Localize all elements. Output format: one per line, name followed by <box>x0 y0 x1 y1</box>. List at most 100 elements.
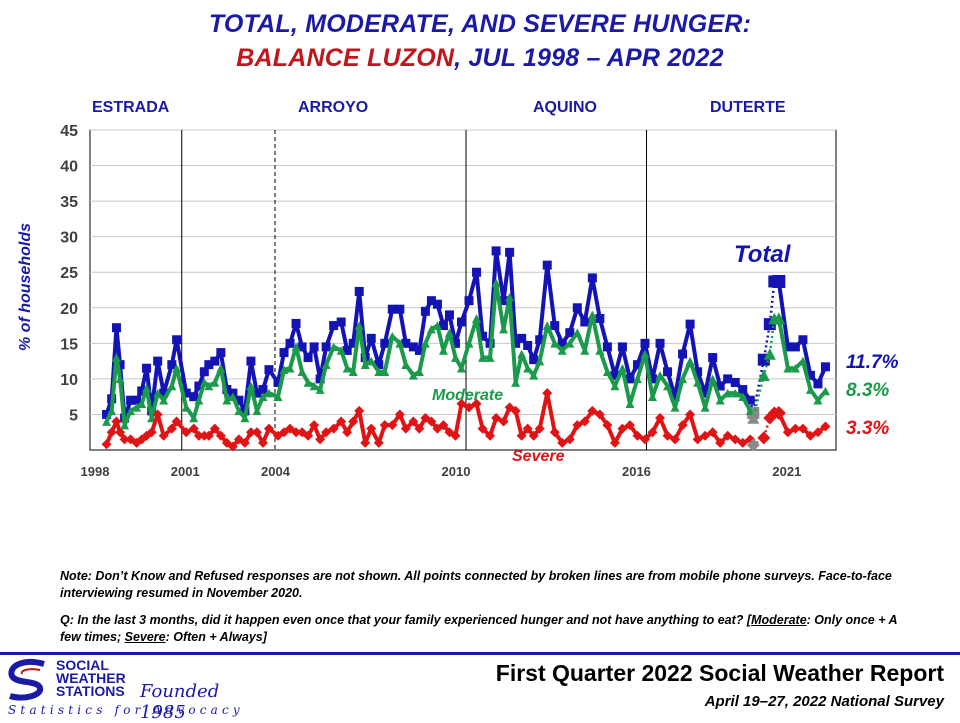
total-point <box>610 370 620 380</box>
total-point <box>321 342 331 352</box>
moderate-point <box>625 399 635 409</box>
total-point <box>426 296 436 306</box>
moderate-point <box>172 363 182 373</box>
moderate-point <box>107 406 117 416</box>
severe-recent-point <box>820 421 831 432</box>
moderate-point <box>640 349 650 359</box>
total-point <box>523 340 533 350</box>
severe-recent-point <box>805 430 816 441</box>
moderate-point <box>693 378 703 387</box>
severe-recent-point <box>771 406 786 421</box>
severe-point <box>528 430 539 441</box>
report-subtitle: April 19–27, 2022 National Survey <box>704 693 944 710</box>
total-point <box>557 338 567 348</box>
severe-point <box>366 423 377 434</box>
total-point <box>678 349 688 359</box>
severe-point <box>491 413 502 423</box>
moderate-point <box>632 374 642 384</box>
logo-stations: STATIONS <box>56 683 125 699</box>
total-point <box>450 338 460 348</box>
moderate-point <box>336 346 346 355</box>
admin-label-arroyo: ARROYO <box>298 99 369 116</box>
moderate-point <box>414 367 424 377</box>
moderate-point <box>557 346 567 355</box>
total-point <box>380 338 390 348</box>
severe-point <box>203 430 214 441</box>
severe-point <box>471 398 482 409</box>
severe-point <box>119 434 130 445</box>
total-recent-point <box>813 379 823 389</box>
severe-point <box>354 405 365 416</box>
moderate-recent-point <box>820 386 830 396</box>
total-point <box>329 321 339 331</box>
moderate-point <box>374 367 384 377</box>
severe-point <box>387 420 398 431</box>
moderate-point <box>670 403 680 412</box>
chart-title-line1: TOTAL, MODERATE, AND SEVERE HUNGER: <box>208 10 752 38</box>
total-point <box>542 260 552 270</box>
total-point <box>655 338 665 348</box>
admin-label-duterte: DUTERTE <box>710 99 786 116</box>
moderate-point <box>602 367 612 377</box>
total-recent-point <box>783 342 793 352</box>
y-tick-label: 5 <box>69 407 78 424</box>
severe-point <box>549 427 560 438</box>
total-point <box>297 342 307 352</box>
moderate-point <box>420 339 430 348</box>
total-point <box>738 385 748 395</box>
severe-point <box>193 430 204 441</box>
moderate-point <box>291 342 301 352</box>
x-tick-label: 1998 <box>81 464 110 479</box>
total-point <box>126 395 136 405</box>
severe-point <box>106 427 117 438</box>
total-annotation: Total <box>734 241 792 268</box>
x-tick-label: 2016 <box>622 464 651 479</box>
total-point <box>348 338 358 348</box>
y-tick-label: 30 <box>60 230 78 247</box>
moderate-point <box>542 321 552 330</box>
severe-point <box>602 420 613 431</box>
moderate-point <box>297 367 307 377</box>
severe-point <box>115 427 126 438</box>
severe-recent-point <box>790 423 801 434</box>
moderate-point <box>663 381 673 391</box>
logo-social: SOCIAL <box>56 657 109 673</box>
total-point <box>210 356 220 366</box>
total-point <box>529 355 539 365</box>
total-point <box>511 338 521 348</box>
footer-divider <box>0 652 960 655</box>
severe-point <box>303 430 314 441</box>
moderate-point <box>648 392 658 401</box>
moderate-point <box>222 395 232 405</box>
total-point <box>685 319 695 329</box>
severe-mobile-point <box>746 438 760 452</box>
total-point <box>408 342 418 352</box>
total-point <box>670 392 680 402</box>
total-point <box>587 273 597 283</box>
sws-logo: SOCIAL WEATHER STATIONS Founded 1985 Sta… <box>4 656 264 723</box>
total-point <box>181 388 191 398</box>
moderate-point <box>387 331 397 341</box>
moderate-point <box>329 342 339 352</box>
moderate-point <box>478 353 488 362</box>
moderate-point <box>408 371 418 380</box>
total-point <box>602 342 612 352</box>
severe-point <box>111 416 122 427</box>
y-tick-label: 40 <box>60 159 78 176</box>
moderate-point <box>432 321 442 330</box>
moderate-point <box>366 356 376 366</box>
severe-point <box>609 437 620 448</box>
moderate-recent-point <box>798 356 808 366</box>
severe-point <box>707 427 718 438</box>
total-point <box>535 335 545 345</box>
plot-area <box>89 129 837 451</box>
moderate-point <box>204 381 214 391</box>
moderate-point <box>529 371 539 380</box>
severe-point <box>557 437 568 448</box>
moderate-point <box>111 353 121 362</box>
total-point <box>303 353 313 363</box>
severe-point <box>360 437 371 448</box>
severe-point <box>677 420 688 431</box>
moderate-point <box>102 417 112 426</box>
